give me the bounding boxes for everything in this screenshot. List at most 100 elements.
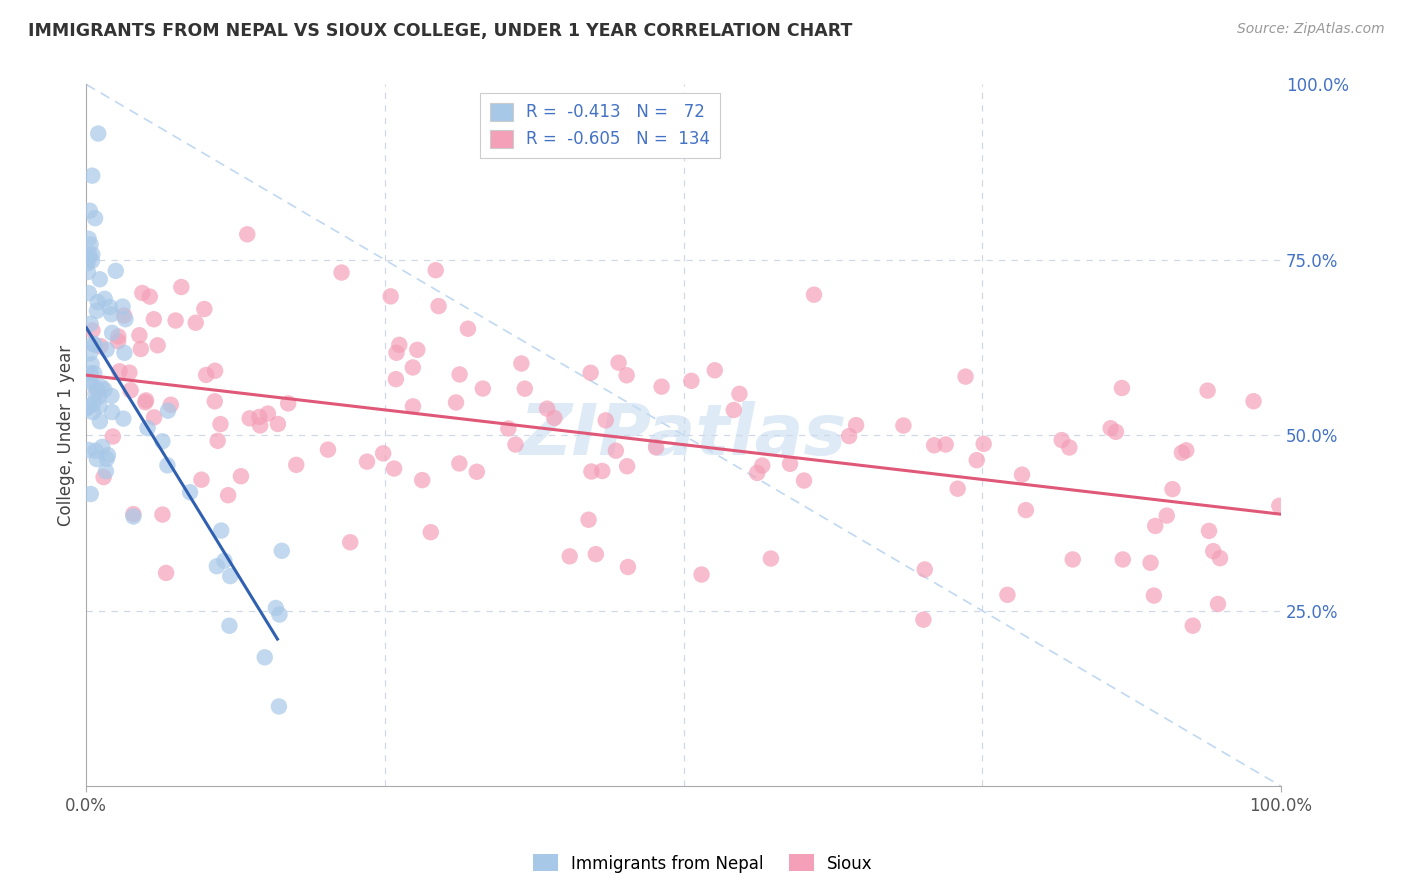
Legend: R =  -0.413   N =   72, R =  -0.605   N =  134: R = -0.413 N = 72, R = -0.605 N = 134 [479,93,720,159]
Point [146,338,169,352]
Point [82,169,104,183]
Point [498,421,520,435]
Point [690,567,713,582]
Point [128,328,150,343]
Point [385,372,408,386]
Point [1139,556,1161,570]
Point [159,398,181,412]
Point [1062,552,1084,566]
Point [793,474,815,488]
Point [558,549,581,564]
Point [129,342,152,356]
Point [107,334,129,349]
Point [77,286,100,301]
Point [425,263,447,277]
Point [922,438,945,452]
Point [316,442,339,457]
Point [402,360,425,375]
Point [87,127,110,141]
Point [513,382,536,396]
Point [751,458,773,473]
Point [270,543,292,558]
Point [1015,503,1038,517]
Point [93,292,115,306]
Point [373,446,395,460]
Point [1112,552,1135,566]
Point [893,418,915,433]
Point [543,411,565,425]
Point [101,429,124,443]
Point [77,400,100,414]
Point [616,368,638,383]
Point [973,437,995,451]
Point [120,384,142,398]
Point [107,329,129,343]
Point [510,356,533,370]
Point [356,455,378,469]
Point [645,441,668,455]
Point [747,466,769,480]
Point [236,227,259,242]
Point [591,464,613,478]
Point [93,470,115,484]
Point [388,338,411,352]
Point [87,295,110,310]
Point [76,256,98,270]
Point [122,509,145,524]
Point [385,345,408,359]
Point [406,343,429,357]
Point [122,507,145,521]
Point [465,465,488,479]
Point [112,309,135,323]
Point [143,410,166,425]
Point [380,289,402,303]
Point [190,473,212,487]
Point [912,613,935,627]
Point [82,247,104,261]
Point [134,395,156,409]
Point [402,400,425,414]
Point [214,554,236,568]
Point [93,383,115,397]
Point [83,338,105,352]
Point [82,323,104,337]
Point [97,448,120,462]
Point [89,399,111,413]
Point [84,443,107,458]
Point [1181,618,1204,632]
Point [267,699,290,714]
Point [1144,519,1167,533]
Point [82,336,104,351]
Point [277,396,299,410]
Point [80,253,103,268]
Point [219,569,242,583]
Point [101,326,124,340]
Point [80,487,103,501]
Point [193,301,215,316]
Point [616,459,638,474]
Point [1175,443,1198,458]
Point [209,524,232,538]
Point [155,566,177,580]
Point [759,551,782,566]
Point [135,393,157,408]
Point [77,442,100,457]
Point [253,650,276,665]
Point [139,290,162,304]
Point [156,458,179,473]
Point [955,369,977,384]
Point [86,452,108,467]
Point [89,414,111,428]
Point [607,356,630,370]
Point [207,434,229,448]
Text: IMMIGRANTS FROM NEPAL VS SIOUX COLLEGE, UNDER 1 YEAR CORRELATION CHART: IMMIGRANTS FROM NEPAL VS SIOUX COLLEGE, … [28,22,852,40]
Point [79,346,101,360]
Point [79,366,101,380]
Point [195,368,218,382]
Point [935,437,957,451]
Point [269,607,291,622]
Point [838,429,860,443]
Point [79,317,101,331]
Point [249,418,271,433]
Point [76,401,98,416]
